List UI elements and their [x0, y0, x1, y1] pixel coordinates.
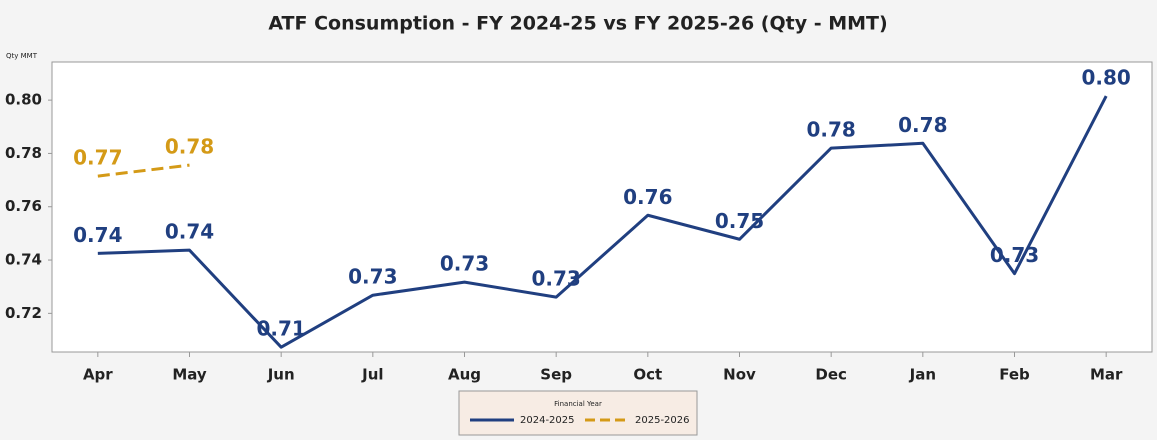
y-tick-label: 0.78: [5, 144, 42, 162]
y-axis-label: Qty MMT: [6, 52, 38, 60]
legend-title: Financial Year: [554, 400, 602, 408]
data-label: 0.78: [898, 113, 947, 137]
data-label: 0.73: [440, 252, 489, 276]
y-tick-label: 0.74: [5, 251, 42, 269]
series-line: [97, 163, 190, 178]
x-tick-label: Sep: [540, 366, 572, 384]
x-tick-label: Dec: [815, 366, 847, 384]
y-tick-label: 0.72: [5, 304, 42, 322]
chart-title: ATF Consumption - FY 2024-25 vs FY 2025-…: [268, 13, 887, 35]
legend-label: 2024-2025: [520, 415, 575, 426]
y-tick-label: 0.80: [5, 91, 42, 109]
legend-label: 2025-2026: [635, 415, 690, 426]
data-label: 0.78: [806, 118, 855, 142]
series-line: [97, 95, 1108, 349]
data-label: 0.73: [348, 265, 397, 289]
data-label: 0.73: [990, 243, 1039, 267]
data-label: 0.80: [1081, 66, 1130, 90]
data-label: 0.77: [73, 146, 122, 170]
x-tick-label: Nov: [723, 366, 756, 384]
plot-area: [51, 61, 1153, 353]
data-label: 0.71: [256, 317, 305, 341]
x-tick-label: Feb: [999, 366, 1030, 384]
x-tick-label: Oct: [633, 366, 662, 384]
data-label: 0.75: [715, 209, 764, 233]
data-label: 0.73: [531, 267, 580, 291]
x-tick-label: Jun: [267, 366, 295, 384]
x-tick-label: Aug: [448, 366, 481, 384]
x-tick-label: Jan: [909, 366, 936, 384]
y-tick-label: 0.76: [5, 197, 42, 215]
x-tick-label: May: [172, 366, 207, 384]
legend: [458, 390, 698, 436]
x-tick-label: Apr: [83, 366, 113, 384]
data-label: 0.74: [165, 220, 214, 244]
data-label: 0.74: [73, 223, 122, 247]
x-tick-label: Jul: [361, 366, 383, 384]
data-label: 0.78: [165, 135, 214, 159]
x-tick-label: Mar: [1090, 366, 1123, 384]
data-label: 0.76: [623, 185, 672, 209]
